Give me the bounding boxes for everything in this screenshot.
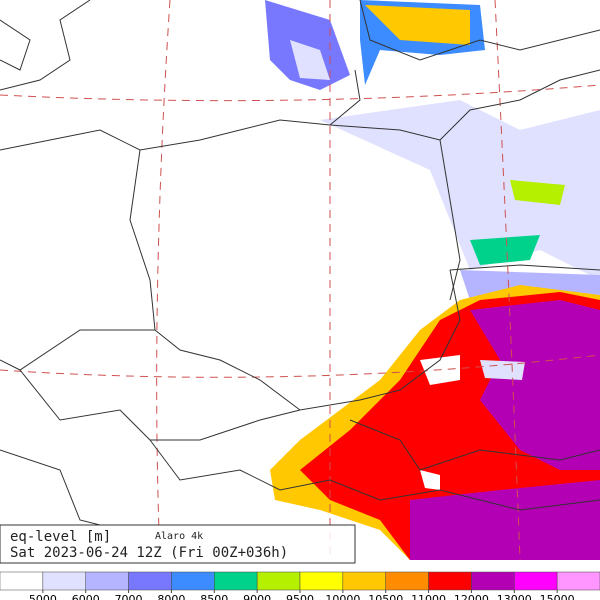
colorbar-label: 6000 — [72, 593, 100, 600]
colorbar-label: 13000 — [497, 593, 532, 600]
colorbar-label: 8500 — [200, 593, 228, 600]
model-name: Alaro 4k — [155, 531, 203, 542]
colorbar-swatch — [299, 571, 344, 591]
colorbar-swatch — [428, 571, 472, 591]
colorbar-swatch — [385, 571, 429, 591]
field-title: eq-level [m] — [10, 529, 111, 545]
colorbar-label: 9500 — [286, 593, 314, 600]
colorbar-swatch — [85, 571, 129, 591]
grid-lines — [0, 0, 600, 561]
colorbar-label: 10000 — [325, 593, 360, 600]
colorbar-swatch — [42, 571, 86, 591]
colorbar-label: 15000 — [540, 593, 575, 600]
info-box — [0, 524, 356, 564]
colorbar-label: 5000 — [29, 593, 57, 600]
colorbar-label: 7000 — [115, 593, 143, 600]
colorbar-label: 8000 — [157, 593, 185, 600]
borders — [0, 0, 600, 526]
colorbar-label: 9000 — [243, 593, 271, 600]
colorbar-swatch — [0, 571, 44, 591]
colorbar-swatch — [214, 571, 258, 591]
colorbar-swatch — [128, 571, 172, 591]
colorbar-swatch — [556, 571, 600, 591]
colorbar-label: 11000 — [411, 593, 446, 600]
colorbar: 5000 6000 7000 8000 8500 9000 9500 10000 10500 11… — [0, 571, 600, 600]
colorbar-swatch — [171, 571, 215, 591]
colorbar-label: 12000 — [454, 593, 489, 600]
colorbar-swatch — [256, 571, 301, 591]
colorbar-label: 10500 — [368, 593, 403, 600]
precipitation-field — [265, 0, 600, 560]
valid-time: Sat 2023-06-24 12Z (Fri 00Z+036h) — [10, 545, 288, 561]
colorbar-swatch — [342, 571, 386, 591]
colorbar-swatch — [514, 571, 558, 591]
colorbar-swatch — [471, 571, 515, 591]
